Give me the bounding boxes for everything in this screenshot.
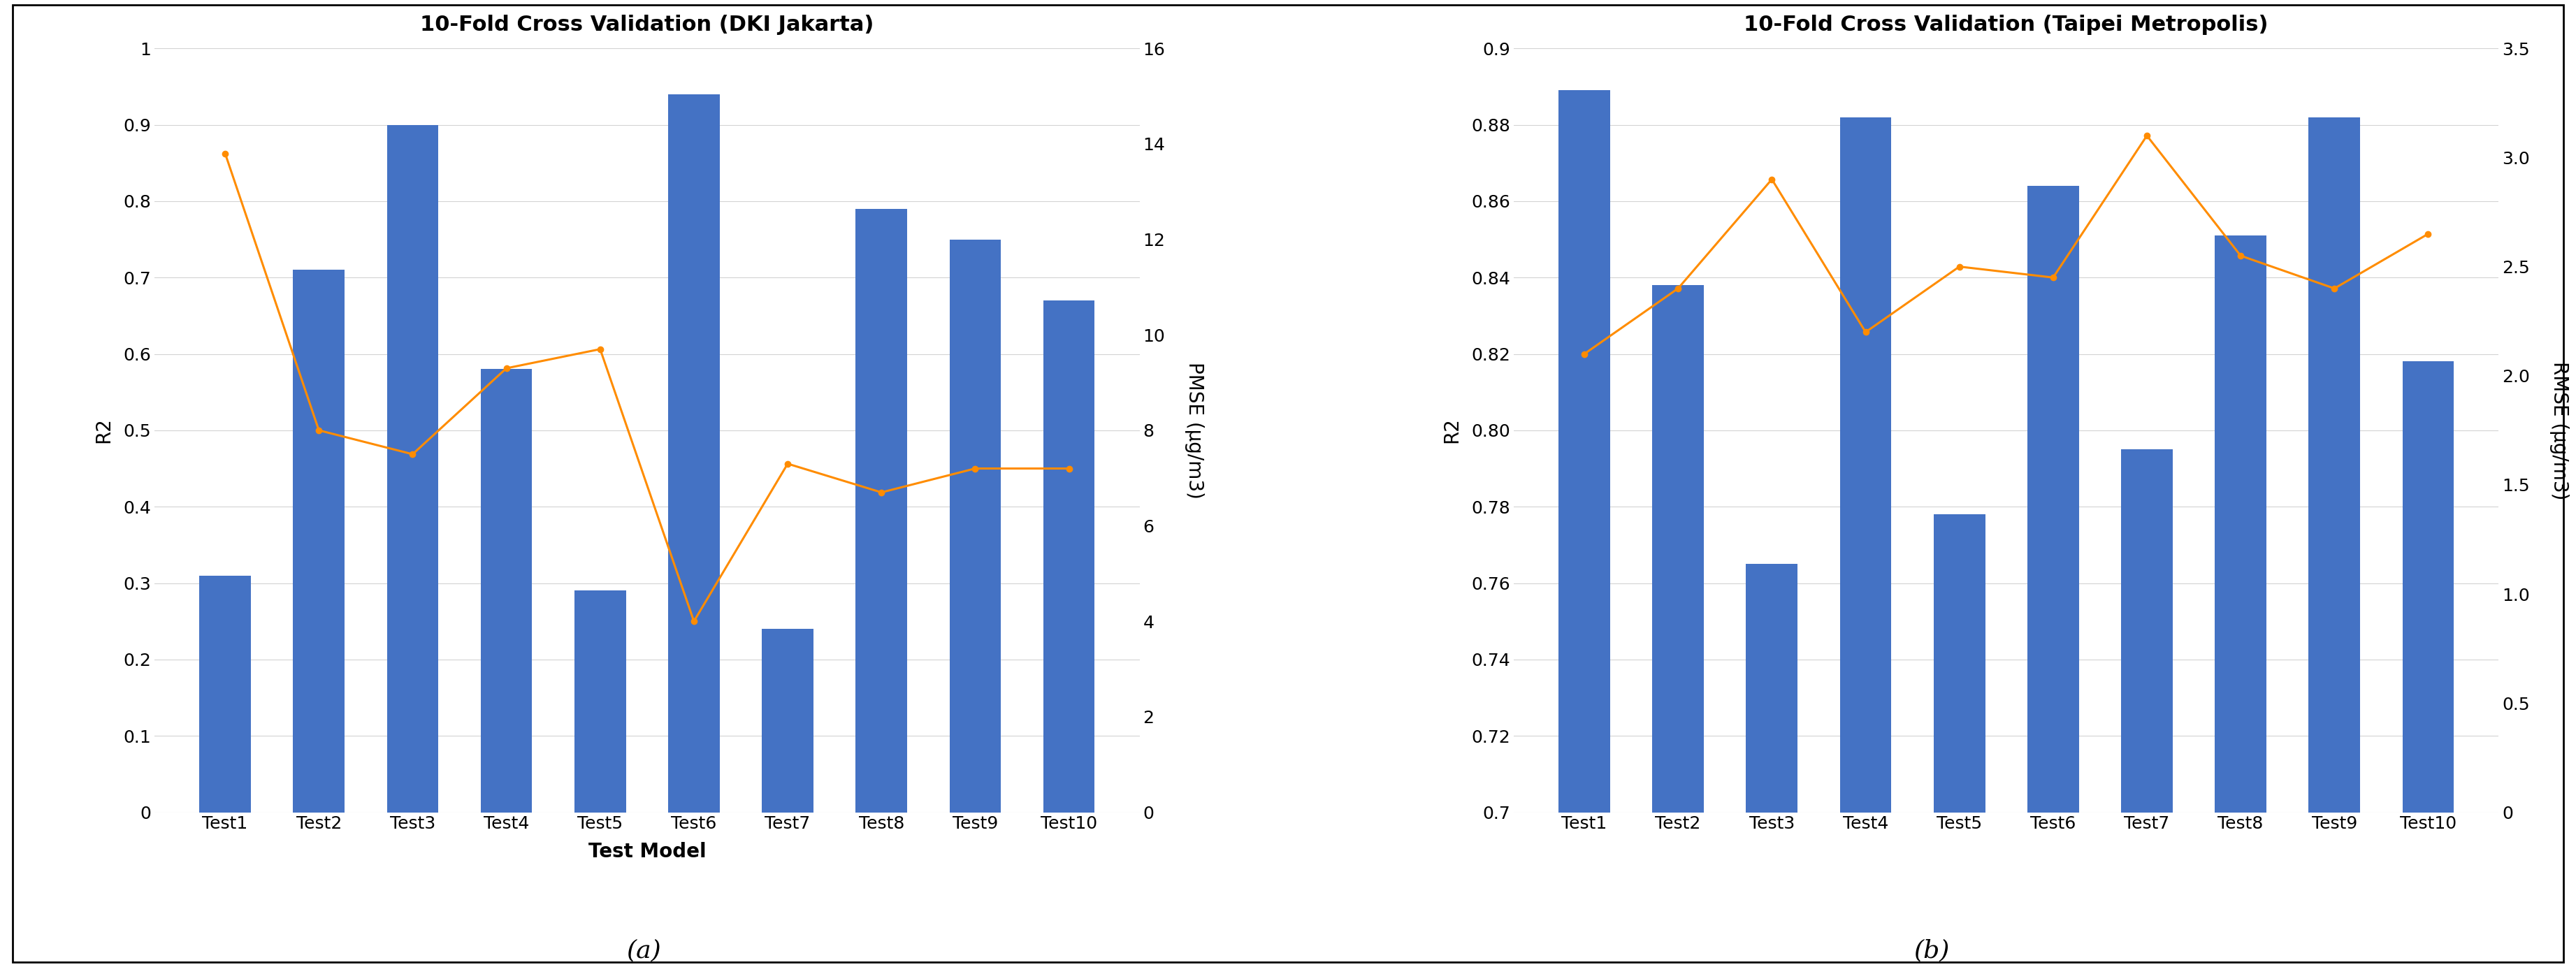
Bar [667, 94, 719, 812]
Bar [198, 575, 250, 812]
Bar [1651, 285, 1703, 967]
Title: 10-Fold Cross Validation (Taipei Metropolis): 10-Fold Cross Validation (Taipei Metropo… [1744, 15, 2269, 35]
Bar [2403, 362, 2455, 967]
Bar [2027, 186, 2079, 967]
Bar [1558, 90, 1610, 967]
Y-axis label: RMSE (μg/m3): RMSE (μg/m3) [2550, 361, 2568, 500]
Bar [762, 629, 814, 812]
Bar [294, 270, 345, 812]
Bar [2120, 450, 2172, 967]
Title: 10-Fold Cross Validation (DKI Jakarta): 10-Fold Cross Validation (DKI Jakarta) [420, 15, 873, 35]
Y-axis label: R2: R2 [93, 418, 113, 443]
Bar [574, 591, 626, 812]
Y-axis label: R2: R2 [1443, 418, 1461, 443]
Bar [386, 125, 438, 812]
Bar [951, 240, 1002, 812]
Bar [1043, 301, 1095, 812]
Bar [482, 369, 533, 812]
Bar [855, 209, 907, 812]
Bar [1935, 514, 1986, 967]
Bar [2215, 236, 2267, 967]
Bar [2308, 117, 2360, 967]
Text: (b): (b) [1914, 938, 1950, 962]
Bar [1839, 117, 1891, 967]
Bar [1747, 564, 1798, 967]
Y-axis label: PMSE (μg/m3): PMSE (μg/m3) [1185, 362, 1203, 499]
X-axis label: Test Model: Test Model [587, 842, 706, 862]
Text: (a): (a) [626, 938, 662, 962]
